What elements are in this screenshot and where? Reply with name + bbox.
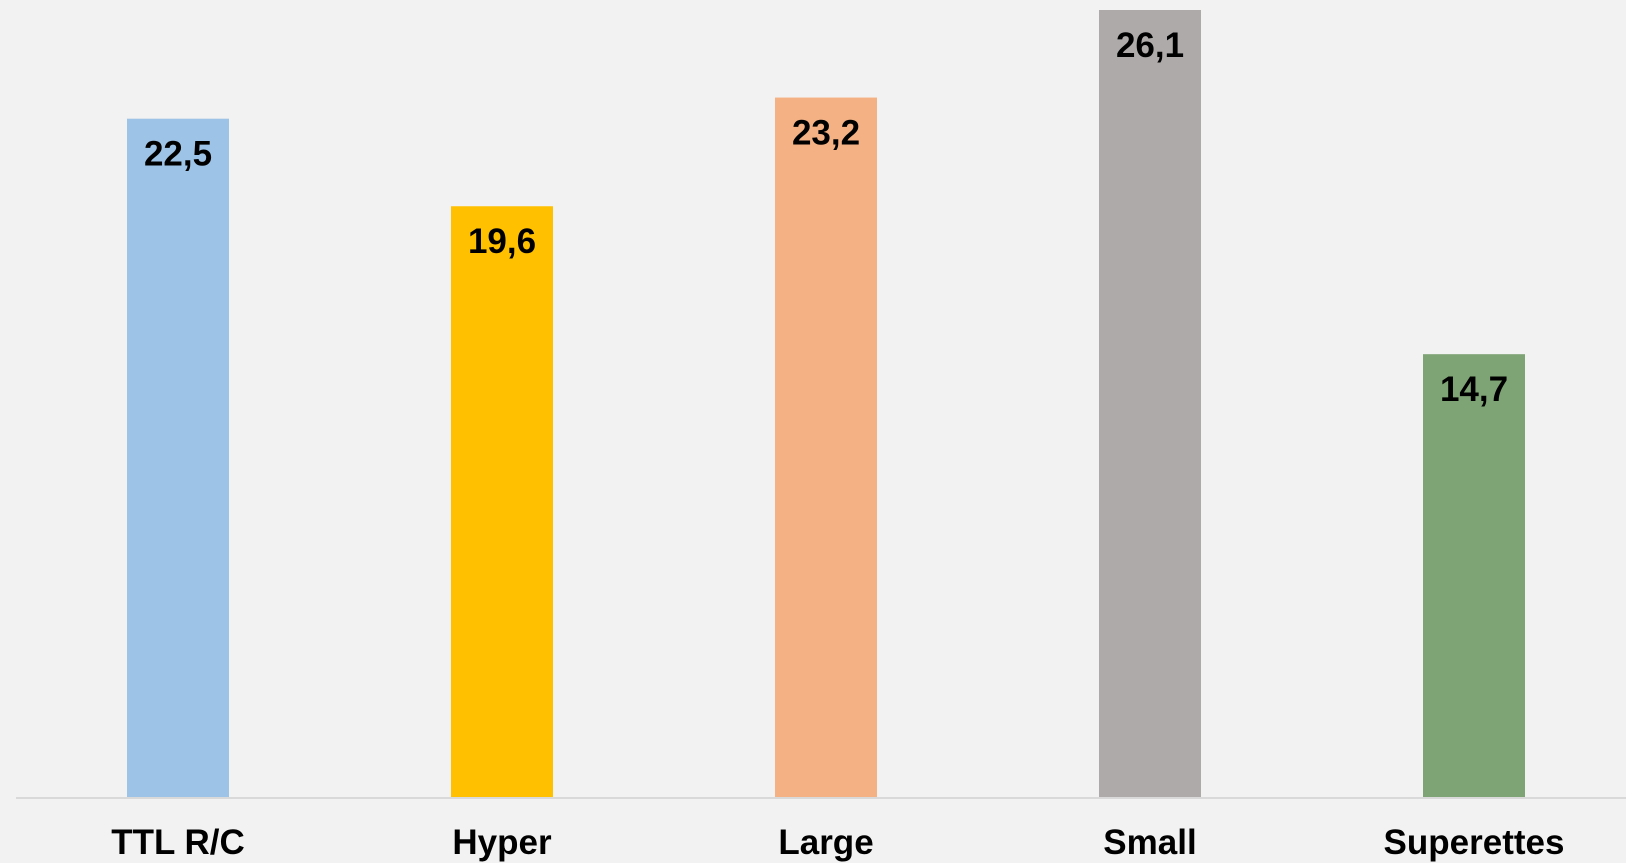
x-tick-label: Hyper: [452, 823, 552, 862]
bar-large: [775, 97, 877, 799]
x-tick-labels-group: TTL R/C Hyper Large Small Superettes: [111, 823, 1564, 862]
bar-small: [1099, 10, 1201, 798]
bar-value-label: 22,5: [144, 135, 212, 174]
bar-hyper: [451, 206, 553, 798]
bar-value-label: 23,2: [792, 114, 860, 153]
x-tick-label: Superettes: [1384, 823, 1565, 862]
bar-value-label: 26,1: [1116, 26, 1184, 65]
value-labels-group: 22,5 19,6 23,2 26,1 14,7: [144, 26, 1508, 409]
bar-superettes: [1423, 354, 1525, 798]
bar-value-label: 14,7: [1440, 370, 1508, 409]
x-tick-label: TTL R/C: [111, 823, 245, 862]
bar-value-label: 19,6: [468, 222, 536, 261]
bars-group: [127, 10, 1525, 799]
x-tick-label: Large: [778, 823, 873, 862]
x-tick-label: Small: [1103, 823, 1196, 862]
bar-ttl-r-c: [127, 118, 229, 799]
